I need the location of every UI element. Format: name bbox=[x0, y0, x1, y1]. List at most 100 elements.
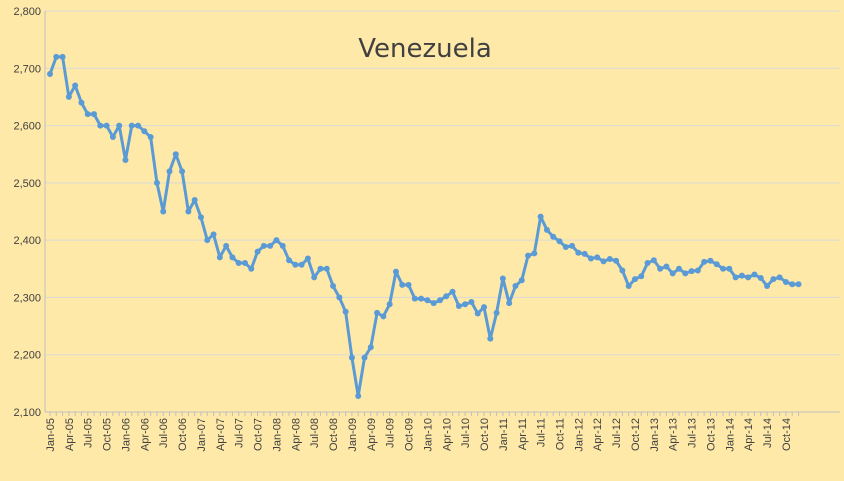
data-point bbox=[468, 299, 475, 306]
x-tick-label: Apr-10 bbox=[441, 418, 453, 451]
data-point bbox=[631, 276, 638, 283]
data-point bbox=[59, 53, 66, 60]
data-point bbox=[682, 270, 689, 277]
data-point bbox=[128, 122, 135, 129]
x-tick-label: Jan-12 bbox=[573, 418, 585, 452]
x-tick-label: Jul-09 bbox=[385, 418, 397, 448]
data-point bbox=[543, 226, 550, 233]
data-point bbox=[474, 310, 481, 317]
x-tick-label: Apr-13 bbox=[668, 418, 680, 451]
data-point bbox=[304, 255, 311, 262]
x-tick-label: Jul-12 bbox=[611, 418, 623, 448]
data-point bbox=[462, 301, 469, 308]
data-point bbox=[418, 295, 425, 302]
data-point bbox=[512, 282, 519, 289]
data-point bbox=[348, 354, 355, 361]
x-tick-label: Jul-08 bbox=[309, 418, 321, 448]
y-tick-label: 2,200 bbox=[13, 350, 41, 362]
data-point bbox=[638, 273, 645, 280]
data-point bbox=[650, 257, 657, 264]
chart-title: Venezuela bbox=[358, 34, 492, 64]
data-point bbox=[518, 277, 525, 284]
data-point bbox=[669, 270, 676, 277]
data-point bbox=[726, 265, 733, 272]
data-point bbox=[663, 263, 670, 270]
data-point bbox=[487, 335, 494, 342]
data-point bbox=[336, 294, 343, 301]
data-point bbox=[248, 265, 255, 272]
x-tick-label: Jul-13 bbox=[687, 418, 699, 448]
y-tick-label: 2,600 bbox=[13, 121, 41, 133]
data-point bbox=[97, 122, 104, 129]
data-point bbox=[72, 82, 79, 89]
data-point bbox=[594, 254, 601, 261]
data-point bbox=[185, 208, 192, 215]
x-tick-label: Jan-11 bbox=[498, 418, 510, 451]
data-point bbox=[317, 265, 324, 272]
data-point bbox=[204, 237, 211, 244]
data-point bbox=[707, 257, 714, 264]
data-point bbox=[644, 260, 651, 267]
data-point bbox=[235, 260, 242, 267]
data-point bbox=[267, 242, 274, 249]
x-tick-label: Apr-05 bbox=[64, 418, 76, 451]
data-point bbox=[355, 392, 362, 399]
data-point bbox=[141, 128, 148, 135]
data-point bbox=[311, 274, 318, 281]
x-tick-label: Apr-12 bbox=[592, 418, 604, 451]
data-point bbox=[147, 134, 154, 141]
data-point bbox=[625, 282, 632, 289]
data-point bbox=[216, 254, 223, 261]
data-point bbox=[399, 281, 406, 288]
y-tick-label: 2,800 bbox=[13, 6, 41, 18]
data-point bbox=[286, 257, 293, 264]
data-point bbox=[751, 271, 758, 278]
x-tick-label: Apr-08 bbox=[290, 418, 302, 451]
data-point bbox=[122, 156, 129, 163]
x-tick-label: Jul-14 bbox=[762, 418, 774, 448]
x-tick-label: Jan-10 bbox=[422, 418, 434, 452]
data-point bbox=[241, 260, 248, 267]
x-tick-label: Oct-14 bbox=[781, 418, 793, 451]
x-tick-label: Apr-14 bbox=[743, 418, 755, 451]
data-point bbox=[260, 242, 267, 249]
x-tick-label: Oct-10 bbox=[479, 418, 491, 451]
data-point bbox=[575, 249, 582, 256]
x-tick-label: Jan-06 bbox=[120, 418, 132, 452]
data-point bbox=[109, 134, 116, 141]
data-point bbox=[47, 71, 53, 78]
x-tick-label: Jan-13 bbox=[649, 418, 661, 452]
data-point bbox=[556, 238, 563, 245]
data-point bbox=[481, 304, 488, 311]
x-tick-label: Oct-08 bbox=[328, 418, 340, 451]
data-point bbox=[374, 309, 381, 316]
data-point bbox=[688, 268, 695, 275]
data-point bbox=[279, 242, 286, 249]
data-point bbox=[493, 309, 500, 316]
x-tick-label: Jul-07 bbox=[234, 418, 246, 448]
data-point bbox=[103, 122, 110, 129]
series-line bbox=[48, 55, 801, 398]
data-point bbox=[135, 122, 142, 129]
data-point bbox=[411, 295, 418, 302]
x-tick-label: Oct-12 bbox=[630, 418, 642, 451]
data-point bbox=[531, 250, 538, 257]
data-point bbox=[298, 261, 305, 268]
x-tick-label: Oct-11 bbox=[554, 418, 566, 450]
x-tick-label: Oct-13 bbox=[705, 418, 717, 451]
y-tick-labels: 2,100 2,200 2,300 2,400 2,500 2,600 2,700 2,800 bbox=[13, 6, 41, 419]
data-point bbox=[229, 254, 236, 261]
data-point bbox=[361, 354, 368, 361]
x-tick-label: Oct-09 bbox=[404, 418, 416, 451]
data-point bbox=[789, 281, 796, 288]
data-point bbox=[619, 267, 626, 274]
data-point bbox=[367, 344, 374, 351]
data-point bbox=[380, 313, 387, 320]
data-point bbox=[386, 301, 393, 308]
data-point bbox=[795, 281, 802, 288]
x-tick-label: Jan-14 bbox=[724, 418, 736, 452]
x-tick-label: Jul-06 bbox=[158, 418, 170, 448]
data-point bbox=[694, 267, 701, 274]
data-point bbox=[738, 272, 745, 279]
